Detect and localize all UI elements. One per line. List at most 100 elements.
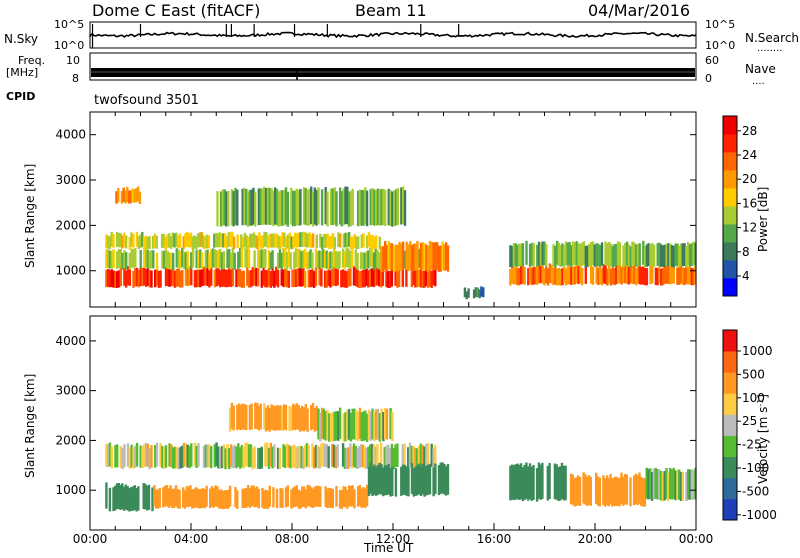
- range-cell: [193, 235, 196, 249]
- range-cell: [414, 243, 417, 271]
- range-cell: [414, 447, 417, 469]
- range-cell: [690, 267, 693, 286]
- range-cell: [311, 191, 315, 227]
- range-cell: [302, 267, 305, 287]
- range-cell: [190, 265, 193, 286]
- range-cell: [144, 442, 148, 467]
- range-cell: [519, 463, 523, 500]
- range-cell: [110, 446, 113, 469]
- range-cell: [241, 188, 244, 226]
- range-cell: [206, 444, 209, 468]
- range-cell: [584, 265, 587, 284]
- range-cell: [371, 188, 374, 225]
- range-cell: [338, 407, 342, 439]
- range-cell: [313, 408, 316, 432]
- range-cell: [625, 265, 629, 284]
- range-cell: [351, 408, 354, 440]
- range-cell: [678, 469, 681, 500]
- range-cell: [654, 467, 657, 499]
- range-cell: [212, 487, 215, 508]
- velocity-x-axis: 00:00 04:00 08:00 12:00 16:00 20:00 00:00: [73, 112, 714, 546]
- velocity-colorbar-title: Velocity [m s-1]: [756, 394, 770, 484]
- range-cell: [609, 473, 612, 505]
- range-cell: [642, 266, 645, 285]
- range-cell: [616, 241, 620, 266]
- range-cell: [340, 270, 343, 288]
- nave-tick-bottom: 0: [705, 72, 712, 85]
- range-cell: [202, 266, 206, 286]
- range-cell: [197, 250, 200, 269]
- range-cell: [348, 232, 351, 247]
- range-cell: [117, 483, 120, 509]
- range-cell: [343, 447, 347, 469]
- range-cell: [272, 233, 275, 248]
- range-cell: [195, 249, 198, 269]
- range-cell: [271, 267, 274, 287]
- range-cell: [201, 488, 205, 508]
- range-cell: [170, 267, 173, 286]
- range-cell: [643, 478, 647, 507]
- range-cell: [261, 188, 264, 226]
- range-cell: [190, 252, 193, 270]
- range-cell: [253, 446, 256, 469]
- range-cell: [334, 446, 338, 469]
- colorbar-tick-label: 4: [742, 269, 750, 283]
- range-cell: [281, 232, 284, 247]
- range-cell: [275, 189, 279, 226]
- range-cell: [182, 487, 185, 508]
- range-cell: [335, 191, 338, 227]
- range-cell: [119, 233, 122, 248]
- range-cell: [331, 188, 335, 225]
- range-cell: [581, 242, 584, 266]
- freq-panel-frame: [89, 52, 697, 81]
- y-tick-label: 1000: [55, 264, 86, 278]
- range-cell: [177, 448, 180, 470]
- range-cell: [112, 487, 115, 512]
- range-cell: [135, 267, 139, 287]
- range-cell: [246, 442, 249, 467]
- range-cell: [172, 447, 175, 469]
- range-cell: [634, 268, 638, 286]
- range-cell: [295, 233, 299, 248]
- range-cell: [175, 232, 178, 248]
- range-cell: [430, 443, 433, 467]
- range-cell: [385, 269, 388, 288]
- range-cell: [105, 482, 108, 509]
- range-cell: [606, 268, 609, 286]
- range-cell: [228, 249, 231, 268]
- range-cell: [641, 478, 645, 507]
- colorbar-tick-label: 100: [742, 391, 765, 405]
- x-tick-label: 00:00: [679, 532, 714, 546]
- range-cell: [394, 444, 397, 468]
- range-cell: [176, 489, 179, 509]
- range-cell: [665, 265, 668, 284]
- range-cell: [370, 248, 374, 268]
- range-cell: [254, 235, 257, 249]
- range-cell: [679, 243, 683, 267]
- range-cell: [320, 407, 324, 439]
- range-cell: [313, 486, 316, 508]
- range-cell: [186, 267, 189, 286]
- range-cell: [203, 489, 206, 509]
- range-cell: [602, 475, 605, 506]
- range-cell: [228, 448, 231, 470]
- range-cell: [575, 264, 578, 284]
- range-cell: [512, 465, 516, 501]
- range-cell: [659, 470, 663, 501]
- range-cell: [672, 246, 675, 268]
- range-cell: [283, 232, 286, 248]
- range-cell: [421, 463, 424, 495]
- range-cell: [126, 266, 130, 286]
- range-cell: [349, 443, 352, 467]
- range-cell: [230, 189, 234, 226]
- range-cell: [289, 446, 292, 469]
- range-cell: [220, 269, 224, 287]
- range-cell: [164, 236, 167, 250]
- range-cell: [552, 244, 555, 267]
- range-cell: [228, 408, 232, 432]
- range-cell: [618, 242, 622, 266]
- range-cell: [210, 266, 213, 286]
- range-cell: [346, 186, 349, 225]
- range-cell: [369, 411, 372, 441]
- range-cell: [425, 443, 428, 467]
